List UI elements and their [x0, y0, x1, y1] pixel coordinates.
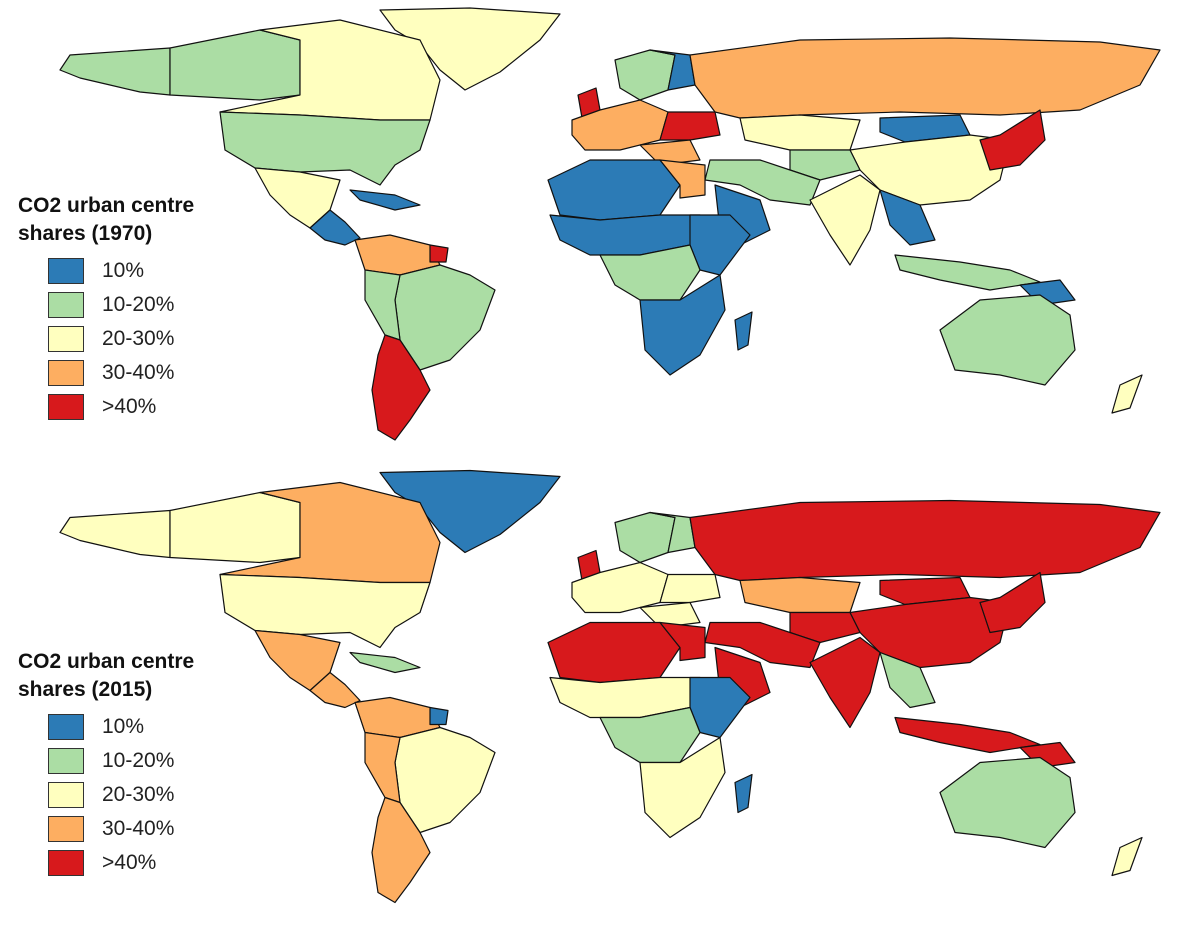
legend-label: >40% — [102, 851, 157, 874]
region-japan-korea — [979, 571, 1046, 634]
legend-label: 20-30% — [102, 327, 175, 350]
legend-row: 10% — [48, 710, 248, 744]
region-india — [809, 636, 881, 729]
legend-label: 30-40% — [102, 361, 175, 384]
region-central-africa — [599, 706, 701, 764]
region-china — [849, 134, 1011, 206]
world-map-1970 — [59, 7, 1161, 441]
region-suriname — [429, 706, 449, 726]
legend-label: 20-30% — [102, 783, 175, 806]
legend-row: 10-20% — [48, 744, 248, 778]
region-australia — [939, 294, 1076, 386]
region-southern-africa — [639, 274, 726, 376]
legend-row: 20-30% — [48, 778, 248, 812]
legend-row: 30-40% — [48, 356, 248, 390]
region-russia — [689, 37, 1161, 119]
region-canada-west — [169, 491, 301, 564]
region-alaska — [59, 47, 171, 96]
legend-row: >40% — [48, 390, 248, 424]
region-balkans — [639, 139, 701, 166]
legend-row: 10% — [48, 254, 248, 288]
legend-label: >40% — [102, 395, 157, 418]
legend-label: 30-40% — [102, 817, 175, 840]
region-china — [849, 596, 1011, 669]
region-australia — [939, 756, 1076, 849]
region-madagascar — [734, 311, 753, 351]
region-kazakhstan — [739, 576, 861, 614]
region-suriname — [429, 244, 449, 263]
region-southern-africa — [639, 736, 726, 839]
region-central-asia — [789, 611, 861, 644]
region-balkans — [639, 601, 701, 629]
region-egypt — [659, 159, 706, 199]
region-norway-finland — [649, 49, 696, 91]
region-central-america — [309, 209, 361, 246]
region-scandinavia — [614, 49, 676, 101]
legend-label: 10% — [102, 259, 145, 282]
region-argentina-chile — [371, 334, 431, 441]
region-india — [809, 174, 881, 266]
region-alaska — [59, 509, 171, 559]
legend-swatch — [48, 850, 84, 876]
region-japan-korea — [979, 109, 1046, 171]
region-usa — [219, 573, 431, 649]
region-usa — [219, 111, 431, 186]
region-middle-east — [704, 621, 821, 669]
legend-row: 10-20% — [48, 288, 248, 322]
legend-1970: CO2 urban centre shares (1970) 10% 10-20… — [18, 192, 248, 424]
legend-swatch — [48, 394, 84, 420]
legend-label: 10-20% — [102, 749, 175, 772]
legend-title: CO2 urban centre shares (1970) — [18, 194, 195, 245]
region-canada-west — [169, 29, 301, 101]
region-russia — [689, 499, 1161, 582]
legend-swatch — [48, 360, 84, 386]
region-southeast-asia — [879, 651, 936, 709]
legend-swatch — [48, 714, 84, 740]
legend-row: >40% — [48, 846, 248, 880]
region-indonesia — [894, 716, 1041, 754]
region-egypt — [659, 621, 706, 662]
map-panel-2015: CO2 urban centre shares (2015) 10% 10-20… — [0, 462, 1200, 925]
legend-swatch — [48, 292, 84, 318]
world-map-2015 — [59, 469, 1161, 904]
legend-swatch — [48, 748, 84, 774]
legend-label: 10-20% — [102, 293, 175, 316]
region-ukraine — [659, 573, 721, 604]
region-peru — [364, 731, 401, 804]
region-new-zealand — [1111, 836, 1143, 877]
region-ukraine — [659, 111, 721, 141]
region-central-asia — [789, 149, 861, 181]
legend-swatch — [48, 782, 84, 808]
region-scandinavia — [614, 511, 676, 564]
region-norway-finland — [649, 511, 696, 554]
legend-row: 20-30% — [48, 322, 248, 356]
region-argentina-chile — [371, 796, 431, 904]
region-indonesia — [894, 254, 1041, 291]
region-caribbean — [349, 651, 421, 674]
legend-swatch — [48, 326, 84, 352]
region-peru — [364, 269, 401, 341]
map-panel-1970: CO2 urban centre shares (1970) 10% 10-20… — [0, 0, 1200, 462]
region-madagascar — [734, 773, 753, 814]
region-middle-east — [704, 159, 821, 206]
legend-swatch — [48, 258, 84, 284]
legend-swatch — [48, 816, 84, 842]
legend-label: 10% — [102, 715, 145, 738]
region-kazakhstan — [739, 114, 861, 151]
region-central-america — [309, 671, 361, 709]
region-north-africa — [547, 159, 681, 221]
legend-title: CO2 urban centre shares (2015) — [18, 650, 195, 701]
region-southeast-asia — [879, 189, 936, 246]
region-new-zealand — [1111, 374, 1143, 414]
legend-2015: CO2 urban centre shares (2015) 10% 10-20… — [18, 648, 248, 880]
region-caribbean — [349, 189, 421, 211]
region-north-africa — [547, 621, 681, 684]
region-central-africa — [599, 244, 701, 301]
legend-row: 30-40% — [48, 812, 248, 846]
